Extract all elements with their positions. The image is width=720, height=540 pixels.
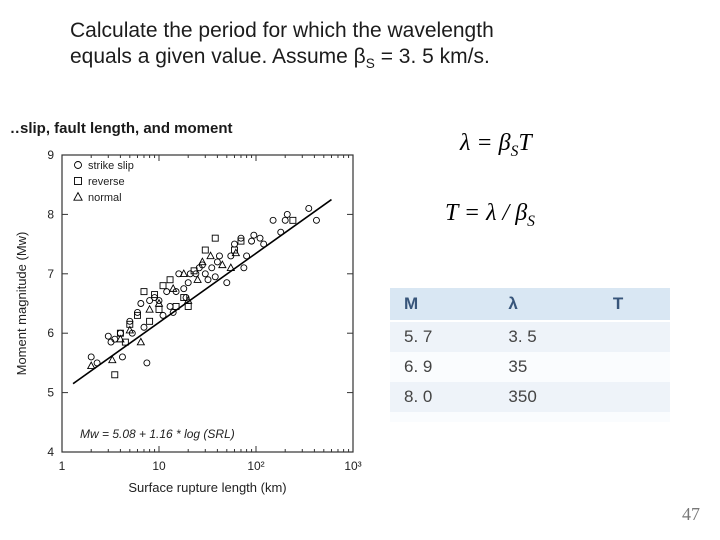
table-row: 5. 73. 5 (390, 321, 670, 352)
table-cell (599, 412, 670, 422)
table-row (390, 412, 670, 422)
svg-text:6: 6 (47, 326, 54, 340)
svg-text:…slip, fault length, and momen: …slip, fault length, and moment (10, 120, 233, 137)
svg-text:8: 8 (47, 207, 54, 221)
table-cell: 6. 9 (390, 352, 494, 382)
table-body: 5. 73. 56. 9358. 0350 (390, 321, 670, 422)
svg-text:reverse: reverse (88, 176, 125, 188)
table-cell: 8. 0 (390, 382, 494, 412)
svg-text:Surface rupture length (km): Surface rupture length (km) (128, 480, 286, 495)
scatter-chart: …slip, fault length, and moment 4 5 6 7 8 9 1 10… (10, 115, 365, 515)
col-M: M (390, 288, 494, 321)
prompt-line2-pre: equals a given value. Assume β (70, 45, 366, 68)
svg-text:10: 10 (152, 459, 166, 473)
table-cell: 3. 5 (494, 321, 598, 352)
table-cell: 5. 7 (390, 321, 494, 352)
prompt-line1: Calculate the period for which the wavel… (70, 19, 494, 42)
table-cell: 350 (494, 382, 598, 412)
svg-text:normal: normal (88, 192, 122, 204)
table-cell (390, 412, 494, 422)
svg-text:10²: 10² (247, 459, 264, 473)
svg-text:Moment magnitude (Mw): Moment magnitude (Mw) (14, 232, 29, 376)
col-lambda: λ (494, 288, 598, 321)
prompt-line2-post: = 3. 5 km/s. (375, 45, 490, 68)
table-cell (599, 382, 670, 412)
table-cell: 35 (494, 352, 598, 382)
equation-lambda: λ = βST (460, 130, 532, 161)
svg-text:1: 1 (59, 459, 66, 473)
svg-text:4: 4 (47, 445, 54, 459)
table-cell (599, 352, 670, 382)
data-table: M λ T 5. 73. 56. 9358. 0350 (390, 288, 670, 422)
svg-text:Mw = 5.08 + 1.16 * log (SRL): Mw = 5.08 + 1.16 * log (SRL) (80, 427, 235, 441)
table-cell (599, 321, 670, 352)
svg-text:10³: 10³ (344, 459, 361, 473)
table-row: 6. 935 (390, 352, 670, 382)
svg-text:5: 5 (47, 386, 54, 400)
svg-text:7: 7 (47, 267, 54, 281)
prompt-sub: S (366, 56, 375, 71)
table-row: 8. 0350 (390, 382, 670, 412)
table-cell (494, 412, 598, 422)
col-T: T (599, 288, 670, 321)
equation-period: T = λ / βS (445, 200, 535, 231)
page-number: 47 (682, 504, 700, 525)
table-header-row: M λ T (390, 288, 670, 321)
svg-text:strike slip: strike slip (88, 160, 134, 172)
chart-svg: …slip, fault length, and moment 4 5 6 7 8 9 1 10… (10, 115, 365, 510)
svg-text:9: 9 (47, 148, 54, 162)
prompt-text: Calculate the period for which the wavel… (70, 18, 510, 73)
